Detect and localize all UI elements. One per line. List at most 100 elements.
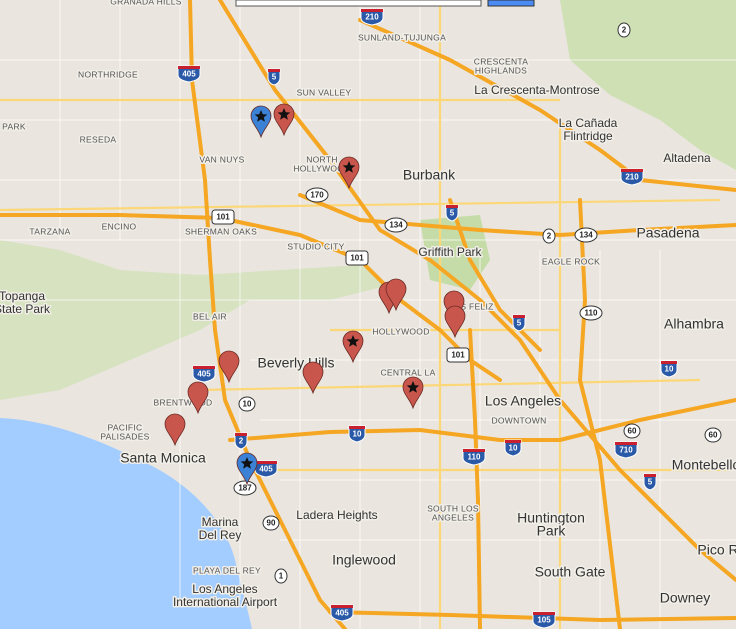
state-shield: [262, 515, 280, 531]
place-label: Beverly Hills: [257, 355, 334, 371]
interstate-band: [235, 433, 247, 436]
highway-number: 105: [537, 616, 551, 625]
place-label: Huntington: [517, 510, 585, 526]
highway-number: 710: [619, 446, 633, 455]
interstate-shield: [254, 460, 278, 478]
place-label: Los Angeles: [485, 393, 561, 409]
place-label: Flintridge: [563, 129, 613, 143]
map-pin[interactable]: [342, 330, 364, 364]
place-label: EAGLE ROCK: [542, 256, 600, 266]
state-shield: [617, 22, 631, 38]
map-pin[interactable]: [338, 156, 360, 190]
interstate-shield: [177, 65, 201, 83]
interstate-shield: [512, 314, 526, 332]
place-label: GRANADA HILLS: [110, 0, 181, 6]
place-label: Downey: [660, 590, 711, 606]
place-label: Montebello: [672, 457, 736, 473]
interstate-band: [463, 449, 485, 452]
place-label: Inglewood: [332, 552, 396, 568]
search-box[interactable]: [235, 0, 482, 7]
map-pin[interactable]: [302, 361, 324, 395]
pin-star: [406, 381, 420, 393]
markers: [164, 103, 466, 486]
highway-number: 5: [450, 209, 455, 218]
map-pin[interactable]: [385, 278, 407, 312]
state-shield: [623, 423, 641, 439]
highway-number: 5: [272, 73, 277, 82]
pin-star: [277, 108, 291, 120]
place-label: PACIFIC: [107, 422, 142, 432]
interstate-shield: [462, 448, 486, 466]
map-pin[interactable]: [187, 381, 209, 415]
place-label: South Gate: [535, 564, 606, 580]
us-shield: [211, 209, 235, 225]
map-pin[interactable]: [218, 350, 240, 384]
state-shield: [274, 568, 288, 584]
place-label: Los Angeles: [192, 582, 257, 596]
hills: [0, 240, 390, 400]
place-label: PLAYA DEL REY: [193, 565, 261, 575]
park: [420, 215, 490, 290]
place-label: Pasadena: [636, 225, 699, 241]
highway-number: 101: [350, 254, 364, 263]
map-pin[interactable]: [402, 376, 424, 410]
place-label: BEL AIR: [193, 311, 227, 321]
highway-number: 2: [547, 232, 552, 241]
place-label: CRESCENTA: [474, 56, 529, 66]
place-label: CENTRAL LA: [380, 367, 435, 377]
labels: GRANADA HILLS SUNLAND-TUJUNGA CRESCENTAHIG…: [0, 0, 736, 611]
interstate-shield: [348, 425, 366, 443]
highway-number: 5: [517, 319, 522, 328]
highway-number: 134: [579, 231, 593, 240]
place-label: RESEDA: [80, 134, 117, 144]
highway-number: 134: [389, 221, 403, 230]
place-label: Altadena: [663, 151, 711, 165]
highway-number: 405: [197, 370, 211, 379]
state-shield: [238, 396, 256, 412]
place-label: NORTHRIDGE: [78, 69, 138, 79]
place-label: Marina: [202, 515, 239, 529]
interstate-band: [331, 605, 353, 608]
map-pin[interactable]: [444, 305, 466, 339]
interstate-band: [361, 9, 383, 12]
place-label: SHERMAN OAKS: [185, 226, 257, 236]
highway-number: 170: [310, 191, 324, 200]
place-label: HOLLYWOOD: [372, 326, 429, 336]
map-pin[interactable]: [164, 413, 186, 447]
interstate-band: [268, 69, 280, 72]
interstate-band: [533, 612, 555, 615]
place-label: ANGELES: [432, 512, 474, 522]
ocean: [0, 418, 252, 629]
search-button[interactable]: [487, 0, 535, 7]
place-label: SOUTH LOS: [427, 503, 479, 513]
pin-star: [254, 110, 268, 122]
place-label: DOWNTOWN: [491, 415, 546, 425]
highway-number: 101: [451, 351, 465, 360]
place-label: NORTH: [306, 154, 338, 164]
pin-star: [346, 335, 360, 347]
place-label: Pico R: [697, 542, 736, 558]
place-label: PARK: [2, 121, 26, 131]
place-label: Del Rey: [199, 528, 242, 542]
us-shield: [345, 250, 369, 266]
map-pin[interactable]: [250, 105, 272, 139]
interstate-shield: [643, 473, 657, 491]
state-shield: [305, 187, 329, 203]
place-label: SUN VALLEY: [297, 87, 352, 97]
highway-number: 2: [239, 437, 244, 446]
place-label: ENCINO: [102, 221, 137, 231]
highway-number: 10: [509, 444, 518, 453]
state-shield: [233, 480, 257, 496]
map-pin[interactable]: [236, 452, 258, 486]
highway-number: 60: [709, 431, 718, 440]
highway-number: 10: [353, 430, 362, 439]
state-shield: [704, 427, 722, 443]
highway-number: 187: [238, 484, 252, 493]
interstate-band: [255, 461, 277, 464]
highway-number: 405: [335, 609, 349, 618]
interstate-band: [621, 169, 643, 172]
interstate-band: [661, 361, 677, 364]
map-pin[interactable]: [273, 103, 295, 137]
